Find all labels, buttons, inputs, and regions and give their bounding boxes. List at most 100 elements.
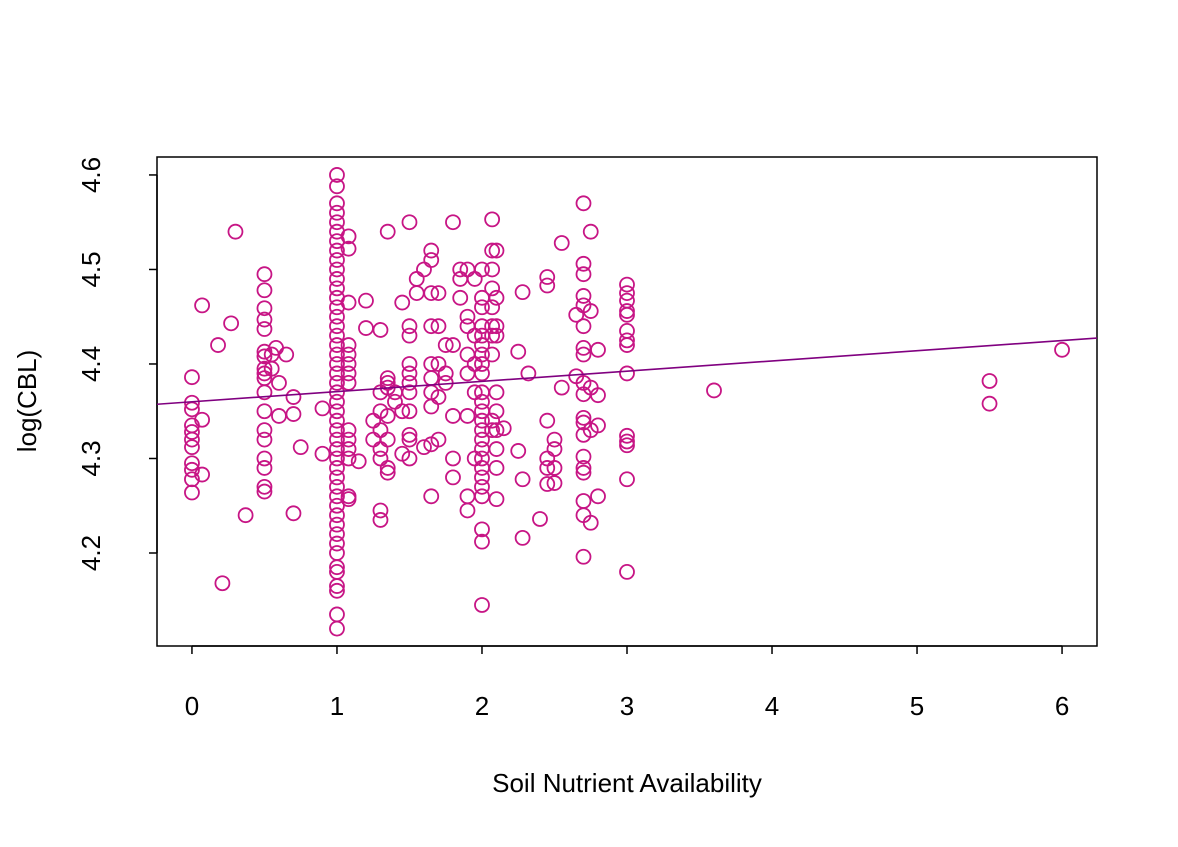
point bbox=[194, 411, 211, 428]
y-tick-label: 4.5 bbox=[76, 251, 106, 287]
point bbox=[329, 242, 345, 259]
point bbox=[256, 422, 273, 439]
point bbox=[575, 464, 592, 481]
point bbox=[510, 443, 527, 459]
point bbox=[539, 277, 556, 294]
point bbox=[184, 484, 200, 501]
point bbox=[329, 431, 345, 448]
point bbox=[184, 439, 200, 456]
point bbox=[329, 346, 345, 363]
point bbox=[445, 469, 461, 486]
point bbox=[329, 545, 345, 561]
point bbox=[423, 318, 440, 335]
point bbox=[459, 365, 476, 382]
point bbox=[484, 346, 501, 363]
point bbox=[184, 455, 200, 472]
point bbox=[488, 242, 505, 259]
point bbox=[619, 306, 635, 323]
point bbox=[329, 178, 345, 195]
point bbox=[430, 431, 447, 448]
point bbox=[437, 337, 454, 353]
point bbox=[256, 348, 273, 365]
point bbox=[539, 269, 556, 285]
point bbox=[329, 422, 345, 439]
point bbox=[423, 252, 440, 268]
point bbox=[474, 597, 490, 613]
point bbox=[358, 292, 374, 309]
point bbox=[184, 461, 200, 478]
x-tick-label: 4 bbox=[765, 691, 779, 721]
point bbox=[539, 460, 556, 476]
point bbox=[256, 483, 273, 500]
point bbox=[981, 373, 998, 389]
point bbox=[445, 337, 461, 353]
point bbox=[184, 369, 200, 386]
point bbox=[329, 271, 345, 287]
point bbox=[256, 450, 273, 467]
point bbox=[474, 478, 490, 495]
point bbox=[256, 431, 273, 448]
point bbox=[329, 535, 345, 552]
point bbox=[430, 285, 447, 301]
point bbox=[575, 195, 592, 212]
point bbox=[484, 327, 501, 344]
point bbox=[329, 308, 345, 325]
point bbox=[372, 450, 389, 467]
point bbox=[329, 327, 345, 344]
point bbox=[329, 195, 345, 212]
point bbox=[329, 261, 345, 278]
point bbox=[459, 408, 476, 424]
point bbox=[329, 516, 345, 533]
point bbox=[372, 502, 389, 519]
point bbox=[340, 365, 357, 382]
point bbox=[706, 382, 722, 399]
point bbox=[372, 422, 389, 439]
point bbox=[575, 255, 592, 272]
point bbox=[514, 284, 531, 301]
point bbox=[223, 315, 240, 332]
point bbox=[590, 387, 606, 404]
point bbox=[619, 276, 635, 293]
point bbox=[314, 400, 331, 417]
point bbox=[619, 337, 635, 353]
point bbox=[474, 346, 490, 363]
point bbox=[459, 318, 476, 335]
point bbox=[329, 412, 345, 429]
point bbox=[582, 514, 599, 531]
point bbox=[575, 448, 592, 465]
point bbox=[484, 261, 501, 278]
point bbox=[329, 526, 345, 542]
point bbox=[329, 403, 345, 420]
point bbox=[452, 271, 469, 287]
point bbox=[329, 578, 345, 594]
point bbox=[474, 393, 490, 410]
point bbox=[488, 289, 505, 306]
point bbox=[227, 223, 244, 240]
point bbox=[1054, 341, 1070, 358]
point bbox=[210, 337, 226, 353]
x-tick-label: 3 bbox=[620, 691, 634, 721]
point bbox=[430, 318, 447, 335]
x-tick-label: 2 bbox=[475, 691, 489, 721]
point bbox=[619, 437, 635, 454]
point bbox=[329, 559, 345, 576]
point bbox=[408, 285, 425, 301]
point bbox=[416, 261, 432, 278]
point bbox=[394, 403, 411, 420]
point bbox=[365, 412, 382, 429]
point bbox=[340, 422, 357, 439]
point bbox=[329, 214, 345, 231]
point bbox=[401, 384, 418, 401]
point bbox=[981, 395, 998, 412]
point bbox=[365, 431, 382, 448]
point bbox=[401, 327, 418, 344]
point bbox=[401, 450, 418, 467]
point bbox=[256, 403, 273, 420]
point bbox=[256, 460, 273, 476]
point bbox=[619, 471, 635, 488]
point bbox=[329, 460, 345, 476]
point bbox=[214, 575, 231, 592]
point bbox=[423, 242, 440, 259]
point bbox=[619, 433, 635, 450]
